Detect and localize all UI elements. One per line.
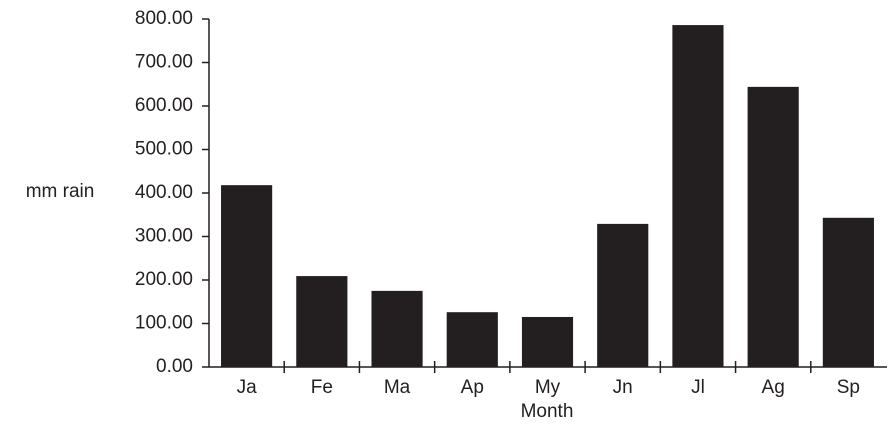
bar <box>521 316 574 367</box>
x-tick-label: Ap <box>461 377 484 398</box>
y-tick-label: 700.00 <box>135 52 193 73</box>
x-tick-label: Fe <box>311 377 333 398</box>
bar <box>672 25 724 368</box>
bar <box>822 217 874 367</box>
y-tick-label: 0.00 <box>156 356 193 377</box>
y-tick-label: 100.00 <box>135 313 193 334</box>
y-tick-label: 800.00 <box>135 8 193 29</box>
x-tick-label: Ag <box>762 377 785 398</box>
bar <box>371 290 423 367</box>
y-tick-label: 300.00 <box>135 226 193 247</box>
x-tick-label: Jl <box>691 377 705 398</box>
y-tick-label: 200.00 <box>135 269 193 290</box>
x-tick-label: Sp <box>837 377 860 398</box>
x-tick-label: Ma <box>384 377 411 398</box>
bar <box>221 185 273 367</box>
y-tick-label: 600.00 <box>135 95 193 116</box>
bar <box>446 312 498 367</box>
y-tick-label: 500.00 <box>135 139 193 160</box>
x-tick-label: Jn <box>613 377 633 398</box>
bar <box>296 276 348 367</box>
y-tick-label: 400.00 <box>135 182 193 203</box>
bar <box>597 223 649 367</box>
x-tick-label: Ja <box>237 377 258 398</box>
y-axis-label: mm rain <box>26 181 95 202</box>
x-axis-label: Month <box>521 401 574 422</box>
bar <box>747 86 799 368</box>
x-tick-label: My <box>535 377 561 398</box>
